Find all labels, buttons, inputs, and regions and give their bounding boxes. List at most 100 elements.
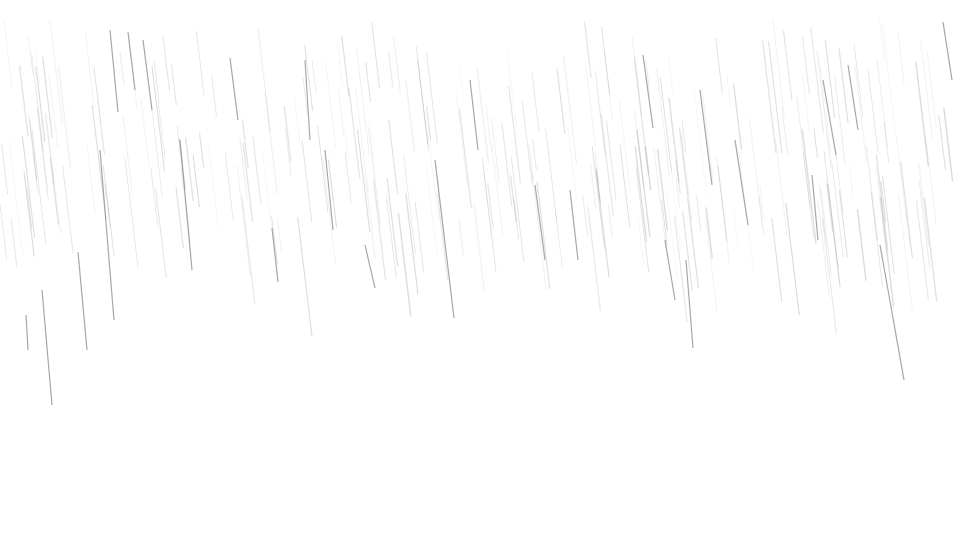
rain-streak — [813, 127, 818, 158]
rain-streak — [768, 40, 783, 154]
rain-streak — [284, 128, 292, 177]
rain-streak — [701, 86, 714, 183]
rain-streak — [393, 35, 401, 94]
rain-streak — [545, 127, 558, 222]
rain-streak — [582, 194, 589, 237]
rain-streak — [715, 37, 723, 94]
rain-streak — [317, 126, 329, 212]
rain-streak — [356, 48, 370, 155]
rain-streak — [726, 75, 731, 107]
rain-streak — [436, 192, 449, 280]
rain-streak — [387, 50, 394, 88]
rain-streak — [325, 61, 337, 149]
rain-streak — [603, 48, 613, 121]
rain-streak — [591, 145, 605, 250]
rain-streak — [801, 128, 817, 244]
rain-streak — [513, 197, 520, 239]
rain-streak — [717, 165, 728, 242]
rain-streak — [817, 199, 830, 295]
rain-streak — [534, 184, 546, 261]
rain-streak — [879, 20, 885, 63]
rain-streak — [732, 83, 743, 150]
rain-streak — [923, 197, 938, 302]
rain-streak — [675, 159, 681, 195]
rain-streak — [924, 133, 937, 225]
rain-streak — [455, 90, 468, 186]
rain-streak — [501, 122, 513, 207]
rain-streak — [208, 145, 219, 228]
rain-streak — [758, 195, 765, 236]
rain-streak — [856, 208, 867, 281]
rain-streak — [897, 193, 913, 311]
rain-streak — [696, 195, 702, 231]
rain-streak — [506, 51, 518, 136]
rain-streak — [827, 183, 841, 288]
rain-streak — [682, 210, 693, 291]
rain-streak — [311, 60, 317, 94]
rain-streak — [606, 120, 617, 200]
rain-streak — [397, 212, 412, 317]
rain-streak — [304, 44, 314, 112]
rain-streak — [337, 88, 345, 137]
rain-streak — [531, 73, 540, 133]
rain-streak — [854, 64, 868, 163]
rain-streak — [678, 127, 689, 198]
rain-streak — [426, 168, 438, 258]
rain-streak — [388, 119, 399, 194]
rain-streak — [870, 190, 884, 288]
rain-streak — [600, 113, 614, 217]
rain-streak — [3, 21, 13, 89]
rain-streak — [636, 129, 651, 238]
rain-streak — [425, 106, 432, 141]
rain-streak — [601, 26, 611, 95]
rain-streak — [469, 79, 479, 151]
rain-streak — [57, 65, 72, 169]
rain-streak — [882, 175, 895, 275]
rain-streak — [283, 105, 292, 163]
rain-streak — [875, 166, 888, 256]
rain-streak — [28, 36, 34, 76]
rain-streak — [93, 66, 105, 155]
rain-streak — [8, 140, 24, 257]
rain-streak — [124, 157, 139, 268]
rain-streak — [458, 108, 472, 208]
rain-streak — [775, 138, 788, 236]
rain-streak — [364, 177, 376, 259]
rain-streak — [25, 314, 29, 351]
rain-streak — [761, 40, 777, 154]
rain-streak — [811, 174, 819, 241]
rain-streak — [229, 57, 239, 121]
rain-streak — [865, 145, 879, 240]
rain-streak — [653, 147, 667, 251]
rain-streak — [759, 185, 765, 220]
rain-streak — [508, 85, 522, 184]
rain-streak — [109, 29, 119, 113]
rain-streak — [825, 182, 833, 232]
rain-streak — [170, 63, 177, 106]
rain-streak — [52, 170, 62, 234]
rain-streak — [716, 156, 730, 264]
rain-streak — [10, 218, 18, 268]
rain-streak — [802, 152, 815, 238]
rain-streak — [900, 161, 913, 259]
rain-streak — [782, 30, 793, 101]
rain-streak — [36, 109, 49, 200]
rain-streak — [637, 216, 645, 265]
rain-streak — [879, 196, 895, 308]
rain-streak — [162, 35, 170, 91]
rain-streak — [819, 58, 832, 153]
rain-streak — [667, 54, 674, 96]
rain-streak — [195, 31, 205, 97]
rain-streak — [324, 149, 334, 231]
rain-streak — [665, 188, 678, 279]
rain-streak — [556, 68, 566, 134]
rain-streak — [236, 165, 251, 275]
rain-streak — [532, 138, 537, 170]
rain-streak — [883, 121, 890, 163]
rain-streak — [875, 154, 889, 251]
rain-streak — [84, 31, 95, 109]
rain-streak — [847, 64, 859, 131]
rain-streak — [633, 57, 650, 175]
rain-streak — [644, 146, 652, 191]
